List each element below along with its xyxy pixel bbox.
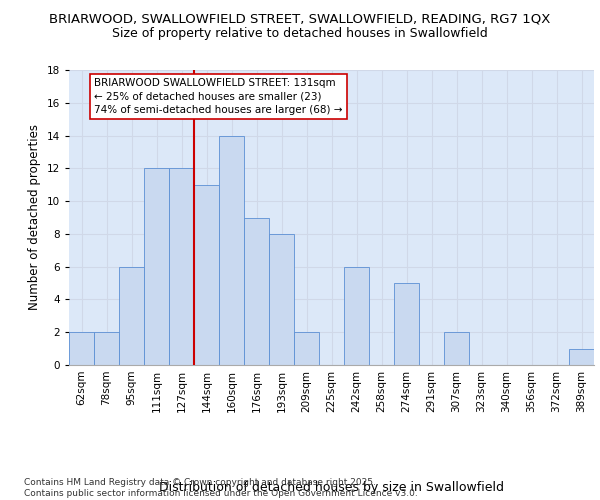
Y-axis label: Number of detached properties: Number of detached properties: [28, 124, 41, 310]
Text: BRIARWOOD SWALLOWFIELD STREET: 131sqm
← 25% of detached houses are smaller (23)
: BRIARWOOD SWALLOWFIELD STREET: 131sqm ← …: [94, 78, 343, 114]
X-axis label: Distribution of detached houses by size in Swallowfield: Distribution of detached houses by size …: [159, 482, 504, 494]
Text: Contains HM Land Registry data © Crown copyright and database right 2025.
Contai: Contains HM Land Registry data © Crown c…: [24, 478, 418, 498]
Text: BRIARWOOD, SWALLOWFIELD STREET, SWALLOWFIELD, READING, RG7 1QX: BRIARWOOD, SWALLOWFIELD STREET, SWALLOWF…: [49, 12, 551, 26]
Bar: [169, 168, 194, 365]
Bar: [344, 266, 369, 365]
Text: Size of property relative to detached houses in Swallowfield: Size of property relative to detached ho…: [112, 28, 488, 40]
Bar: [94, 332, 119, 365]
Bar: [269, 234, 294, 365]
Bar: [119, 266, 144, 365]
Bar: [444, 332, 469, 365]
Bar: [294, 332, 319, 365]
Bar: [194, 184, 219, 365]
Bar: [69, 332, 94, 365]
Bar: [144, 168, 169, 365]
Bar: [569, 348, 594, 365]
Bar: [244, 218, 269, 365]
Bar: [394, 283, 419, 365]
Bar: [219, 136, 244, 365]
